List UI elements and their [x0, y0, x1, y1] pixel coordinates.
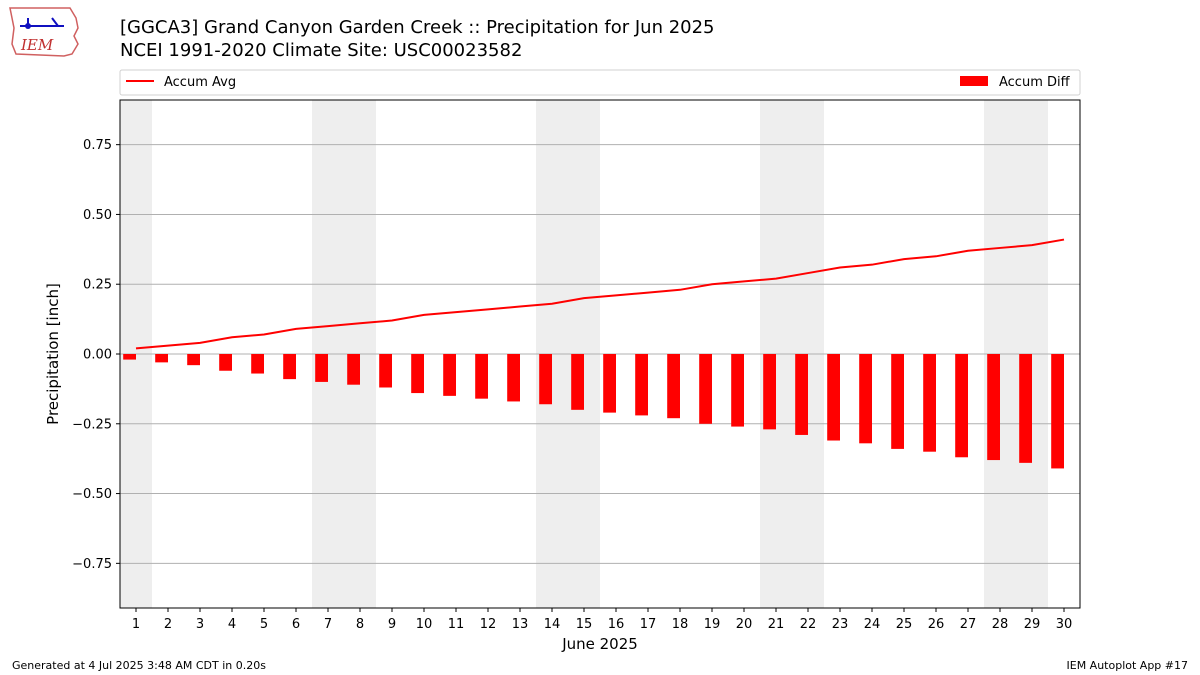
accum-diff-bar [219, 354, 232, 371]
legend-bar-swatch [960, 76, 988, 86]
accum-diff-bar [251, 354, 264, 374]
x-tick-label: 7 [324, 617, 332, 632]
accum-diff-bar [411, 354, 424, 394]
generated-timestamp: Generated at 4 Jul 2025 3:48 AM CDT in 0… [12, 659, 266, 672]
station-dot-icon [25, 23, 31, 29]
x-tick-label: 16 [608, 617, 625, 632]
y-tick-label: 0.00 [83, 348, 112, 363]
x-tick-label: 30 [1056, 617, 1073, 632]
legend-box [119, 69, 1081, 96]
x-tick-label: 22 [800, 617, 817, 632]
x-tick-label: 12 [480, 617, 497, 632]
accum-diff-bar [763, 354, 776, 430]
y-tick-label: 0.75 [83, 138, 112, 153]
accum-diff-bar [699, 354, 712, 424]
x-tick-label: 28 [992, 617, 1009, 632]
accum-diff-bar [795, 354, 808, 435]
x-tick-label: 26 [928, 617, 945, 632]
x-tick-label: 17 [640, 617, 657, 632]
accum-diff-bar [507, 354, 520, 402]
accum-diff-bar [571, 354, 584, 410]
accum-diff-bar [891, 354, 904, 449]
x-tick-label: 14 [544, 617, 561, 632]
accum-diff-bar [155, 354, 168, 363]
x-tick-label: 5 [260, 617, 268, 632]
x-tick-label: 11 [448, 617, 465, 632]
y-tick-label: −0.25 [72, 417, 112, 432]
accum-diff-bar [347, 354, 360, 385]
x-tick-label: 9 [388, 617, 396, 632]
accum-diff-bar [667, 354, 680, 419]
x-tick-label: 3 [196, 617, 204, 632]
accum-diff-bar [123, 354, 136, 360]
accum-diff-bar [955, 354, 968, 458]
y-axis-label: Precipitation [inch] [44, 283, 62, 425]
legend-label-accum-avg: Accum Avg [164, 75, 236, 90]
x-tick-label: 2 [164, 617, 172, 632]
accum-diff-bar [603, 354, 616, 413]
logo-text: IEM [20, 36, 54, 54]
x-tick-label: 13 [512, 617, 529, 632]
accum-diff-bar [315, 354, 328, 382]
accum-diff-bar [443, 354, 456, 396]
x-tick-label: 10 [416, 617, 433, 632]
y-tick-label: −0.50 [72, 487, 112, 502]
x-tick-label: 6 [292, 617, 300, 632]
accum-diff-bar [539, 354, 552, 405]
x-tick-label: 29 [1024, 617, 1041, 632]
iem-logo: IEM [9, 7, 79, 57]
accum-diff-bar [187, 354, 200, 366]
accum-diff-bar [283, 354, 296, 380]
x-tick-label: 20 [736, 617, 753, 632]
gridlines [120, 144, 1080, 564]
y-tick-label: 0.50 [83, 208, 112, 223]
accum-diff-bar [859, 354, 872, 444]
accum-diff-bar [827, 354, 840, 441]
x-tick-label: 23 [832, 617, 849, 632]
x-tick-label: 15 [576, 617, 593, 632]
accum-diff-bar [1051, 354, 1064, 469]
x-axis-label: June 2025 [561, 635, 638, 653]
x-tick-label: 27 [960, 617, 977, 632]
chart-subtitle: NCEI 1991-2020 Climate Site: USC00023582 [120, 40, 523, 61]
accum-diff-bar [1019, 354, 1032, 463]
x-tick-label: 21 [768, 617, 785, 632]
x-tick-label: 25 [896, 617, 913, 632]
accum-diff-bar [635, 354, 648, 416]
accum-diff-bar [987, 354, 1000, 461]
chart-title: [GGCA3] Grand Canyon Garden Creek :: Pre… [120, 17, 715, 38]
accum-diff-bar [731, 354, 744, 427]
accum-diff-bar [379, 354, 392, 388]
x-tick-label: 24 [864, 617, 881, 632]
y-tick-label: −0.75 [72, 557, 112, 572]
app-label: IEM Autoplot App #17 [1066, 659, 1189, 672]
legend-label-accum-diff: Accum Diff [999, 75, 1071, 90]
x-axis-ticks: 1 2 3 4 5 6 7 8 9 10 11 12 13 14 15 16 17 18 19 20 21 22 23 24 2… [132, 608, 1072, 632]
y-axis-ticks: −0.75 −0.50 −0.25 0.00 0.25 0.50 0.75 [72, 138, 120, 572]
accum-avg-line-group [135, 238, 1065, 350]
x-tick-label: 4 [228, 617, 236, 632]
x-tick-label: 1 [132, 617, 140, 632]
accum-diff-bar [475, 354, 488, 399]
accum-diff-bar [923, 354, 936, 452]
x-tick-label: 8 [356, 617, 364, 632]
y-tick-label: 0.25 [83, 278, 112, 293]
accum-avg-line [135, 238, 1065, 350]
accum-diff-bars [123, 354, 1064, 469]
legend: Accum Avg Accum Diff [119, 69, 1081, 96]
x-tick-label: 18 [672, 617, 689, 632]
x-tick-label: 19 [704, 617, 721, 632]
